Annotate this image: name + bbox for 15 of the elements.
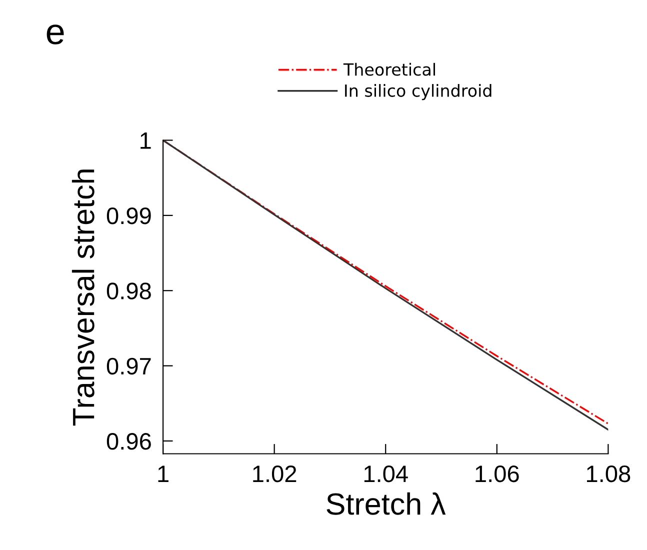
text: e bbox=[46, 24, 64, 44]
y-tick-label: 1 bbox=[140, 132, 151, 149]
y-tick-label: 0.96 bbox=[106, 433, 151, 450]
y-tick-label: 0.99 bbox=[106, 208, 151, 224]
legend-label: In silico cylindroid bbox=[345, 84, 492, 100]
x-tick-label: 1.04 bbox=[364, 465, 408, 482]
x-tick-label: 1.08 bbox=[587, 465, 630, 482]
y-tick-label: 0.97 bbox=[106, 358, 151, 375]
x-axis-title: Stretch λ bbox=[326, 492, 446, 515]
y-tick-label: 0.98 bbox=[106, 282, 151, 300]
x-tick-label: 1.02 bbox=[253, 465, 296, 482]
y-axis-title: Transversal stretch bbox=[72, 170, 94, 426]
legend-label: Theoretical bbox=[343, 62, 435, 76]
x-tick-label: 1 bbox=[158, 466, 168, 482]
x-tick-label: 1.06 bbox=[476, 465, 519, 482]
